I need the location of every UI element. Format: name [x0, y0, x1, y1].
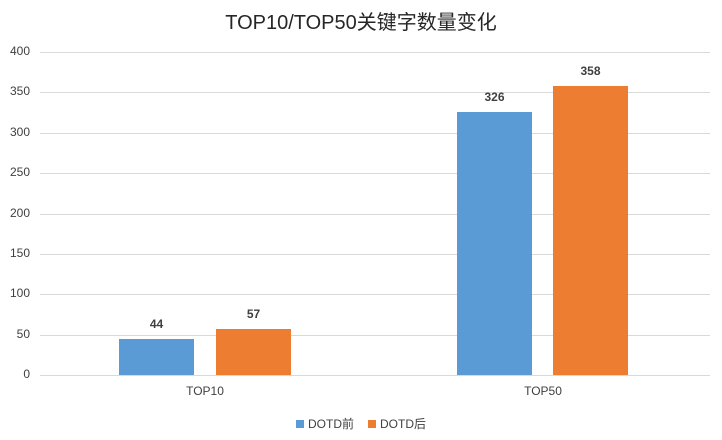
- gridline: [40, 334, 710, 336]
- legend-swatch-orange: [368, 419, 376, 428]
- bar: [553, 85, 628, 375]
- legend-item-after: DOTD后: [368, 415, 426, 432]
- y-tick-label: 50: [16, 326, 30, 341]
- data-label: 326: [484, 89, 505, 104]
- legend-item-before: DOTD前: [296, 415, 354, 432]
- gridline: [40, 294, 710, 296]
- legend-label: DOTD后: [380, 417, 426, 431]
- legend: DOTD前 DOTD后: [0, 415, 722, 432]
- y-tick-label: 200: [9, 205, 30, 220]
- bar: [119, 339, 194, 375]
- y-tick-label: 0: [23, 367, 30, 381]
- gridline: [40, 253, 710, 255]
- data-label: 44: [149, 317, 164, 332]
- plot-area: 44 57 326 358: [40, 52, 710, 376]
- legend-swatch-blue: [296, 419, 304, 428]
- y-tick-label: 400: [9, 44, 30, 58]
- bar: [216, 328, 291, 375]
- data-label: 57: [246, 306, 261, 321]
- chart-title: TOP10/TOP50关键字数量变化: [225, 12, 497, 34]
- y-tick-label: 250: [9, 165, 30, 180]
- x-tick-label: TOP50: [524, 384, 562, 398]
- data-label: 358: [580, 63, 601, 78]
- y-tick-label: 100: [9, 286, 30, 301]
- gridline: [40, 213, 710, 215]
- y-tick-label: 300: [9, 124, 30, 139]
- y-tick-label: 150: [9, 245, 30, 260]
- x-tick-label: TOP10: [186, 384, 224, 398]
- legend-label: DOTD前: [308, 417, 354, 431]
- gridline: [40, 92, 710, 94]
- y-tick-label: 350: [9, 84, 30, 99]
- gridline: [40, 132, 710, 134]
- gridline: [40, 52, 710, 53]
- gridline: [40, 173, 710, 175]
- bar: [457, 111, 532, 375]
- gridline: [40, 375, 710, 376]
